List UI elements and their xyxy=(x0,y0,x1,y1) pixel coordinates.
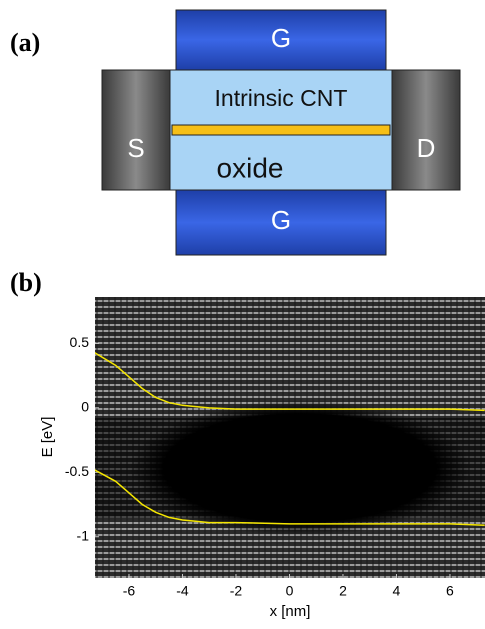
band-edge-line xyxy=(95,469,485,526)
source-label: S xyxy=(127,133,144,163)
y-tick-label: -1 xyxy=(77,527,90,543)
x-tick-label: 4 xyxy=(393,583,401,599)
x-axis-label: x [nm] xyxy=(270,603,311,620)
y-tick-label: -0.5 xyxy=(65,463,89,479)
channel-label: Intrinsic CNT xyxy=(215,85,348,111)
x-tick-label: 6 xyxy=(446,583,454,599)
panel-label: (a) xyxy=(10,28,40,57)
band-edge-line xyxy=(95,352,485,412)
oxide-label: oxide xyxy=(217,152,284,183)
top-gate xyxy=(175,9,387,71)
x-tick-label: -4 xyxy=(176,583,189,599)
y-tick-label: 0.5 xyxy=(70,334,90,350)
drain-label: D xyxy=(417,133,436,163)
x-tick-label: 2 xyxy=(339,583,347,599)
nanotube xyxy=(171,124,391,136)
x-tick-label: 0 xyxy=(286,583,294,599)
source xyxy=(101,69,171,191)
y-axis-label: E [eV] xyxy=(39,417,56,458)
gate-label: G xyxy=(271,23,291,53)
x-tick-label: -6 xyxy=(123,583,136,599)
panel-label: (b) xyxy=(10,268,42,297)
gate-label: G xyxy=(271,205,291,235)
bottom-gate xyxy=(175,189,387,256)
y-tick-label: 0 xyxy=(81,399,89,415)
drain xyxy=(391,69,461,191)
x-tick-label: -2 xyxy=(230,583,243,599)
density-map xyxy=(95,297,485,578)
